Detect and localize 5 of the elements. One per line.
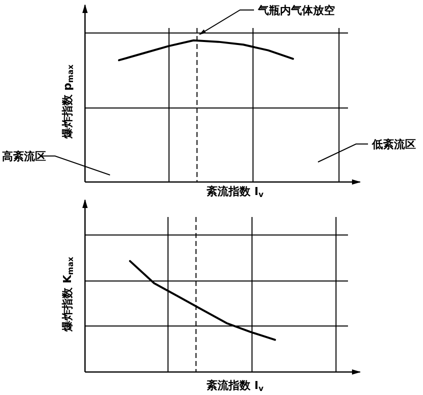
text: 气瓶内气体放空 (257, 4, 335, 17)
x-axis-title: 紊流指数 I$_{v}$ (206, 185, 264, 200)
x-axis-title: 紊流指数 I$_{v}$ (206, 379, 264, 394)
text: 低紊流区 (371, 138, 416, 151)
text: 高紊流区 (2, 150, 46, 163)
